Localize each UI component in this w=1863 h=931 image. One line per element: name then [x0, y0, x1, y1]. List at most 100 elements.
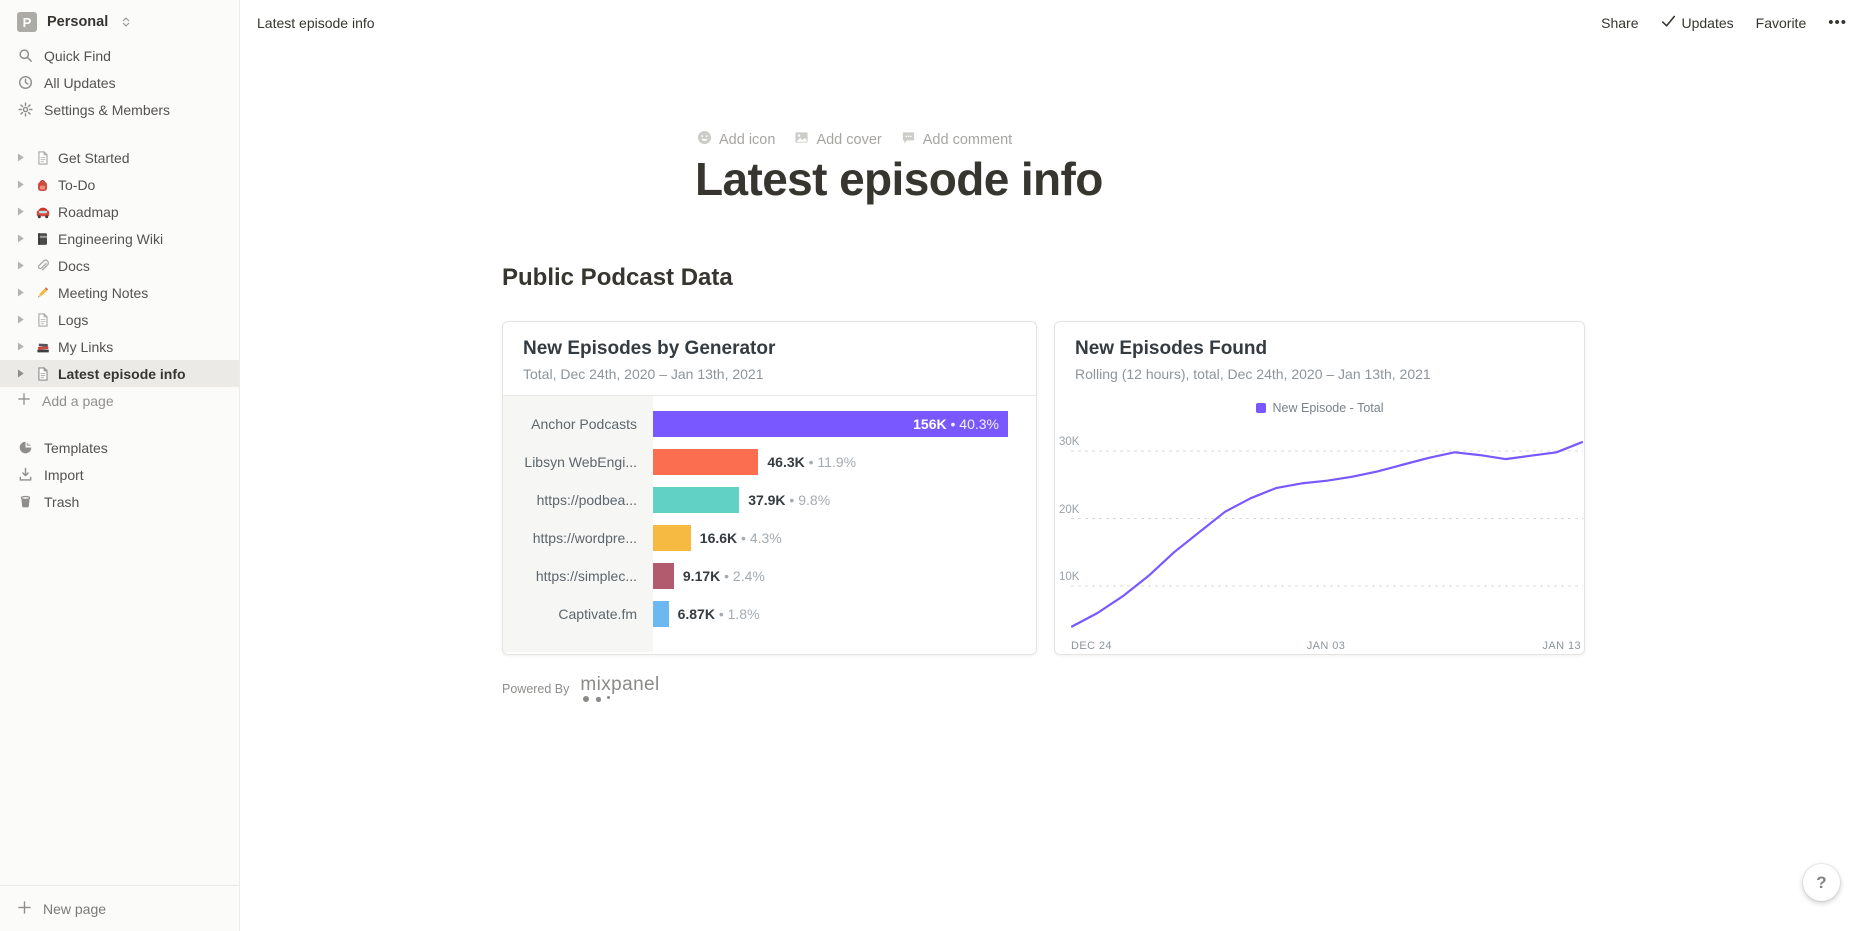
- sidebar-page-label: Roadmap: [58, 203, 119, 220]
- x-axis: DEC 24 JAN 03 JAN 13: [1071, 640, 1581, 654]
- sidebar-item-logs[interactable]: Logs: [0, 306, 239, 333]
- sidebar-item-docs[interactable]: Docs: [0, 252, 239, 279]
- bar-row: 16.6K • 4.3%: [653, 519, 1036, 557]
- share-button[interactable]: Share: [1601, 14, 1639, 31]
- bar-segment[interactable]: [653, 563, 674, 589]
- search-icon: [17, 48, 34, 63]
- sidebar-item-get-started[interactable]: Get Started: [0, 144, 239, 171]
- bar-chart-card[interactable]: New Episodes by Generator Total, Dec 24t…: [502, 321, 1037, 655]
- sidebar-item-settings-members[interactable]: Settings & Members: [0, 96, 239, 123]
- line-plot-area[interactable]: 30K 20K 10K: [1059, 417, 1583, 633]
- bar-plot-area: 156K • 40.3% 46.3K • 11.9% 37.9K • 9.8% …: [653, 396, 1036, 652]
- favorite-button[interactable]: Favorite: [1755, 14, 1807, 31]
- pencil-icon: [33, 285, 52, 301]
- bar-segment[interactable]: [653, 601, 669, 627]
- mixpanel-logo-dot: [583, 696, 590, 702]
- main-content: Latest episode info Share Updates Favori…: [240, 0, 1863, 931]
- add-icon-label: Add icon: [719, 131, 776, 148]
- expand-toggle-icon[interactable]: [14, 152, 27, 163]
- expand-toggle-icon[interactable]: [14, 314, 27, 325]
- bar-row: 156K • 40.3%: [653, 405, 1036, 443]
- legend-swatch: [1255, 403, 1266, 413]
- expand-toggle-icon[interactable]: [14, 179, 27, 190]
- add-cover-button[interactable]: Add cover: [794, 130, 882, 149]
- checkmark-icon: [1661, 15, 1676, 31]
- bar-segment[interactable]: [653, 449, 759, 475]
- chart-title: New Episodes Found: [1075, 338, 1268, 359]
- page-title[interactable]: Latest episode info: [695, 153, 1103, 205]
- add-a-page-button[interactable]: Add a page: [0, 387, 239, 414]
- sidebar-item-import[interactable]: Import: [0, 461, 239, 488]
- sidebar-item-templates[interactable]: Templates: [0, 434, 239, 461]
- bar-category-label: https://wordpre...: [532, 530, 637, 546]
- x-tick-label: DEC 24: [1071, 640, 1112, 652]
- bar-segment[interactable]: 156K • 40.3%: [653, 411, 1008, 437]
- y-tick-label: 20K: [1059, 503, 1080, 516]
- clock-icon: [17, 75, 34, 90]
- topbar: Latest episode info Share Updates Favori…: [240, 0, 1863, 45]
- expand-toggle-icon[interactable]: [14, 368, 27, 379]
- bar-segment[interactable]: [653, 487, 740, 513]
- sidebar-page-tree: Get Started To-Do Roadmap Engineering Wi…: [0, 144, 239, 414]
- sidebar-item-roadmap[interactable]: Roadmap: [0, 198, 239, 225]
- sidebar-page-label: Engineering Wiki: [58, 230, 164, 247]
- expand-toggle-icon[interactable]: [14, 233, 27, 244]
- sidebar-item-engineering-wiki[interactable]: Engineering Wiki: [0, 225, 239, 252]
- new-page-label: New page: [43, 900, 107, 917]
- expand-toggle-icon[interactable]: [14, 341, 27, 352]
- line-series[interactable]: [1071, 441, 1583, 628]
- x-tick-label: JAN 03: [1306, 640, 1346, 652]
- bar-category-label: Captivate.fm: [558, 606, 637, 622]
- new-page-button[interactable]: New page: [0, 885, 239, 931]
- bar-value: 9.17K • 2.4%: [682, 568, 765, 584]
- sidebar-page-label: My Links: [58, 338, 114, 355]
- sidebar-page-label: To-Do: [58, 176, 96, 193]
- updates-button[interactable]: Updates: [1661, 15, 1734, 31]
- bar-row: 46.3K • 11.9%: [653, 443, 1036, 481]
- import-icon: [17, 467, 34, 482]
- templates-icon: [17, 440, 34, 455]
- x-tick-label: JAN 13: [1542, 640, 1581, 652]
- breadcrumb[interactable]: Latest episode info: [257, 14, 375, 31]
- workspace-switcher[interactable]: P Personal: [0, 0, 239, 42]
- mixpanel-logo: mixpanel: [580, 674, 659, 704]
- mixpanel-logo-dot: [607, 696, 611, 699]
- section-heading[interactable]: Public Podcast Data: [502, 264, 733, 291]
- sidebar-item-quick-find[interactable]: Quick Find: [0, 42, 239, 69]
- sidebar-item-trash[interactable]: Trash: [0, 488, 239, 515]
- car-icon: [33, 204, 52, 220]
- bar-value: 46.3K • 11.9%: [767, 454, 857, 470]
- more-options-icon[interactable]: •••: [1828, 14, 1847, 31]
- chart-embeds-row: New Episodes by Generator Total, Dec 24t…: [502, 321, 1585, 655]
- sidebar-item-my-links[interactable]: My Links: [0, 333, 239, 360]
- workspace-name: Personal: [47, 14, 109, 30]
- expand-toggle-icon[interactable]: [14, 260, 27, 271]
- bar-category-label: Libsyn WebEngi...: [524, 454, 637, 470]
- add-icon-button[interactable]: Add icon: [697, 130, 775, 149]
- powered-by-mixpanel-link[interactable]: Powered By mixpanel: [502, 674, 660, 704]
- add-a-page-label: Add a page: [42, 392, 114, 409]
- chart-title: New Episodes by Generator: [523, 338, 776, 359]
- sidebar-page-label: Logs: [58, 311, 89, 328]
- sidebar-item-label: Import: [44, 466, 84, 483]
- help-button[interactable]: ?: [1803, 864, 1840, 901]
- page-icon: [33, 366, 52, 382]
- expand-toggle-icon[interactable]: [14, 206, 27, 217]
- bar-row: 37.9K • 9.8%: [653, 481, 1036, 519]
- bar-segment[interactable]: [653, 525, 691, 551]
- expand-toggle-icon[interactable]: [14, 287, 27, 298]
- image-icon: [794, 130, 809, 149]
- add-comment-button[interactable]: Add comment: [901, 130, 1012, 149]
- line-chart-card[interactable]: New Episodes Found Rolling (12 hours), t…: [1054, 321, 1585, 655]
- powered-by-label: Powered By: [502, 682, 570, 696]
- chart-subtitle: Total, Dec 24th, 2020 – Jan 13th, 2021: [523, 366, 764, 382]
- bar-value: 6.87K • 1.8%: [677, 606, 760, 622]
- sidebar-item-meeting-notes[interactable]: Meeting Notes: [0, 279, 239, 306]
- bar-category-label: Anchor Podcasts: [531, 416, 637, 432]
- chart-legend: New Episode - Total: [1055, 401, 1584, 415]
- gear-icon: [17, 102, 34, 117]
- sidebar-item-latest-episode-info[interactable]: Latest episode info: [0, 360, 239, 387]
- sidebar-item-all-updates[interactable]: All Updates: [0, 69, 239, 96]
- sidebar-page-label: Docs: [58, 257, 90, 274]
- sidebar-item-to-do[interactable]: To-Do: [0, 171, 239, 198]
